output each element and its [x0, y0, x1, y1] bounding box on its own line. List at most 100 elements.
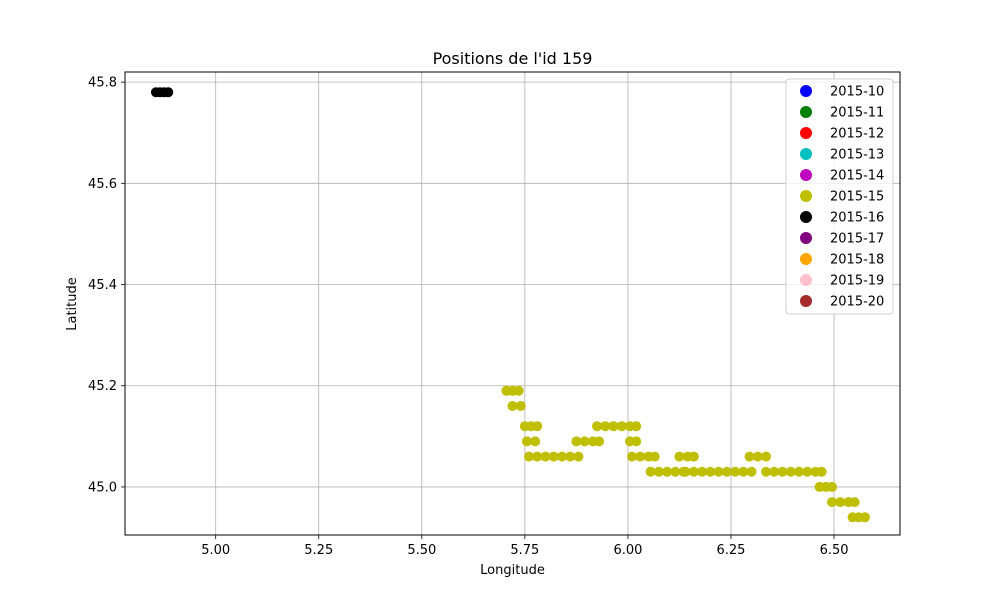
data-point — [738, 466, 749, 477]
data-point — [631, 436, 642, 447]
data-point — [697, 466, 708, 477]
data-point — [540, 451, 551, 462]
data-point — [670, 466, 681, 477]
data-point — [785, 466, 796, 477]
data-point — [548, 451, 559, 462]
y-tick-label: 45.8 — [88, 76, 117, 91]
x-tick-label: 6.00 — [613, 543, 642, 558]
legend-marker — [800, 274, 812, 286]
data-point — [802, 466, 813, 477]
legend-marker — [800, 211, 812, 223]
plot-frame — [124, 71, 901, 536]
legend-entry: 2015-15 — [830, 190, 884, 205]
data-point — [163, 87, 174, 98]
data-point — [507, 400, 518, 411]
legend-entry: 2015-16 — [830, 211, 884, 226]
data-point — [794, 466, 805, 477]
data-point — [513, 385, 524, 396]
data-point — [571, 436, 582, 447]
legend: 2015-10 2015-11 2015-12 2015-13 2015-14 2015-… — [785, 78, 894, 315]
data-point — [816, 466, 827, 477]
y-tick-label: 45.4 — [88, 278, 117, 293]
legend-entry: 2015-19 — [830, 274, 884, 289]
legend-marker — [800, 190, 812, 202]
data-point — [680, 466, 691, 477]
legend-marker — [800, 295, 812, 307]
y-axis-label: Latitude — [65, 277, 80, 331]
data-point — [565, 451, 576, 462]
legend-entry: 2015-13 — [830, 148, 884, 163]
data-point — [705, 466, 716, 477]
data-point — [761, 451, 772, 462]
data-point — [721, 466, 732, 477]
data-point — [688, 451, 699, 462]
x-tick-label: 5.00 — [201, 543, 230, 558]
data-point — [826, 497, 837, 508]
legend-marker — [800, 232, 812, 244]
data-point — [826, 481, 837, 492]
data-point — [532, 451, 543, 462]
legend-marker — [800, 106, 812, 118]
data-point — [521, 436, 532, 447]
legend-marker — [800, 85, 812, 97]
legend-entry: 2015-18 — [830, 253, 884, 268]
data-point — [653, 466, 664, 477]
data-point — [600, 421, 611, 432]
data-point — [835, 497, 846, 508]
x-tick-label: 5.75 — [510, 543, 539, 558]
data-point — [649, 451, 660, 462]
data-point — [579, 436, 590, 447]
data-point — [713, 466, 724, 477]
data-point — [744, 451, 755, 462]
data-point — [761, 466, 772, 477]
y-tick-label: 45.2 — [88, 379, 117, 394]
data-point — [592, 421, 603, 432]
data-point — [523, 451, 534, 462]
data-points — [150, 87, 870, 523]
data-point — [631, 421, 642, 432]
grid — [125, 72, 900, 535]
data-point — [777, 466, 788, 477]
data-point — [532, 421, 543, 432]
legend-box — [785, 78, 894, 315]
legend-marker — [800, 127, 812, 139]
data-point — [662, 466, 673, 477]
x-tick-label: 6.50 — [820, 543, 849, 558]
x-axis-ticks: 5.00 5.25 5.50 5.75 6.00 6.25 6.50 — [201, 535, 849, 558]
legend-marker — [800, 253, 812, 265]
y-axis-ticks: 45.0 45.2 45.4 45.6 45.8 — [88, 76, 125, 495]
data-point — [769, 466, 780, 477]
legend-entry: 2015-11 — [830, 106, 884, 121]
data-point — [730, 466, 741, 477]
data-point — [688, 466, 699, 477]
data-point — [573, 451, 584, 462]
x-axis-label: Longitude — [480, 563, 545, 578]
data-point — [530, 436, 541, 447]
x-tick-label: 5.25 — [304, 543, 333, 558]
data-point — [608, 421, 619, 432]
y-tick-label: 45.0 — [88, 480, 117, 495]
data-point — [627, 451, 638, 462]
legend-entry: 2015-12 — [830, 127, 884, 142]
data-point — [674, 451, 685, 462]
x-tick-label: 5.50 — [407, 543, 436, 558]
legend-entry: 2015-14 — [830, 169, 884, 184]
legend-entry: 2015-17 — [830, 232, 884, 247]
x-tick-label: 6.25 — [717, 543, 746, 558]
data-point — [616, 421, 627, 432]
legend-entry: 2015-10 — [830, 85, 884, 100]
legend-marker — [800, 169, 812, 181]
data-point — [635, 451, 646, 462]
data-point — [645, 466, 656, 477]
legend-marker — [800, 148, 812, 160]
y-tick-label: 45.6 — [88, 177, 117, 192]
data-point — [849, 497, 860, 508]
chart-title: Positions de l'id 159 — [433, 49, 593, 68]
data-point — [594, 436, 605, 447]
data-point — [859, 512, 870, 523]
data-point — [556, 451, 567, 462]
legend-entry: 2015-20 — [830, 295, 884, 310]
data-point — [752, 451, 763, 462]
data-point — [515, 400, 526, 411]
